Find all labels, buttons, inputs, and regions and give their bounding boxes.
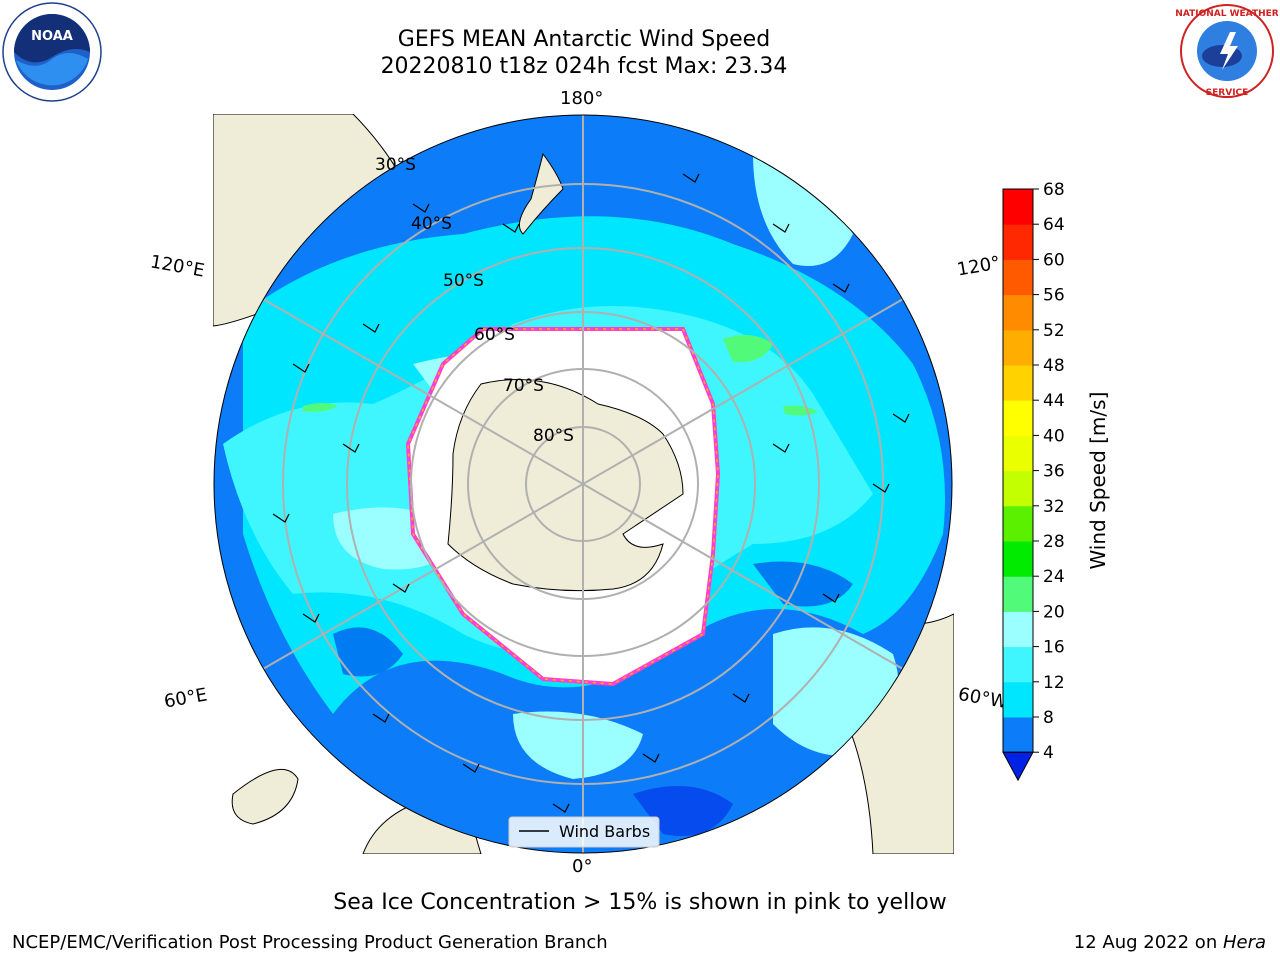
colorbar-segment <box>1003 717 1033 753</box>
map-title: GEFS MEAN Antarctic Wind Speed <box>397 27 771 52</box>
colorbar-tick-label: 28 <box>1043 532 1065 552</box>
lon-label-60e: 60°E <box>162 684 209 713</box>
colorbar-segment <box>1003 189 1033 225</box>
colorbar-segment <box>1003 224 1033 260</box>
colorbar-segment <box>1003 541 1033 577</box>
lat-label-70: 70°S <box>503 376 544 396</box>
colorbar-segment <box>1003 505 1033 542</box>
lat-label-30: 30°S <box>375 155 416 175</box>
colorbar-segment <box>1003 646 1033 683</box>
nws-logo: NATIONAL WEATHER SERVICE <box>1176 4 1278 98</box>
madagascar-land <box>231 768 299 825</box>
colorbar-tick-label: 8 <box>1043 708 1054 728</box>
credit-text: NCEP/EMC/Verification Post Processing Pr… <box>12 932 608 953</box>
noaa-logo: NOAA <box>2 2 102 102</box>
date-prefix: 12 Aug 2022 on <box>1073 932 1223 953</box>
legend-label: Wind Barbs <box>559 822 650 841</box>
colorbar-tick-label: 20 <box>1043 602 1065 622</box>
polar-map: 30°S 40°S 50°S 60°S 70°S 80°S Wind Barbs <box>213 114 954 854</box>
lat-label-60: 60°S <box>474 325 515 345</box>
colorbar-segment <box>1003 294 1033 331</box>
colorbar-label: Wind Speed [m/s] <box>1086 392 1110 570</box>
new-zealand-land <box>518 152 564 235</box>
colorbar-segment <box>1003 681 1033 718</box>
lat-label-50: 50°S <box>443 271 484 291</box>
colorbar-tick-label: 64 <box>1043 215 1065 235</box>
svg-text:SERVICE: SERVICE <box>1206 88 1249 98</box>
colorbar-tick-label: 32 <box>1043 497 1065 517</box>
colorbar-tick-label: 56 <box>1043 286 1065 306</box>
colorbar-segment <box>1003 329 1033 366</box>
antarctica-land <box>447 379 684 592</box>
colorbar-tick-label: 52 <box>1043 321 1065 341</box>
date-text: 12 Aug 2022 on Hera <box>1074 932 1266 953</box>
colorbar-segment <box>1003 470 1033 507</box>
colorbar-tick-label: 48 <box>1043 356 1065 376</box>
colorbar-segment <box>1003 576 1033 612</box>
lon-label-0: 0° <box>572 856 593 877</box>
colorbar-segment <box>1003 435 1033 472</box>
colorbar-tick-label: 44 <box>1043 391 1065 411</box>
caption: Sea Ice Concentration > 15% is shown in … <box>333 890 947 915</box>
map-subtitle: 20220810 t18z 024h fcst Max: 23.34 <box>380 54 788 79</box>
lon-label-120e: 120°E <box>148 251 207 282</box>
colorbar-extend-arrow <box>1002 751 1034 782</box>
svg-text:NATIONAL WEATHER: NATIONAL WEATHER <box>1176 9 1278 19</box>
colorbar-tick-label: 24 <box>1043 567 1065 587</box>
colorbar-segment <box>1003 365 1033 401</box>
colorbar-tick-label: 16 <box>1043 638 1065 658</box>
lat-label-40: 40°S <box>411 214 452 234</box>
colorbar-segment <box>1003 259 1033 296</box>
lat-label-80: 80°S <box>533 426 574 446</box>
colorbar-tick-label: 12 <box>1043 673 1065 693</box>
svg-text:NOAA: NOAA <box>31 29 73 44</box>
colorbar-tick-label: 40 <box>1043 426 1065 446</box>
colorbar-tick-label: 60 <box>1043 250 1065 270</box>
colorbar-segment <box>1003 400 1033 436</box>
colorbar-tick-label: 36 <box>1043 462 1065 482</box>
colorbar-tick-label: 68 <box>1043 180 1065 200</box>
colorbar-tick-label: 4 <box>1043 743 1054 763</box>
lon-label-180: 180° <box>560 88 604 109</box>
date-host: Hera <box>1222 932 1266 953</box>
colorbar-segment <box>1003 611 1033 648</box>
